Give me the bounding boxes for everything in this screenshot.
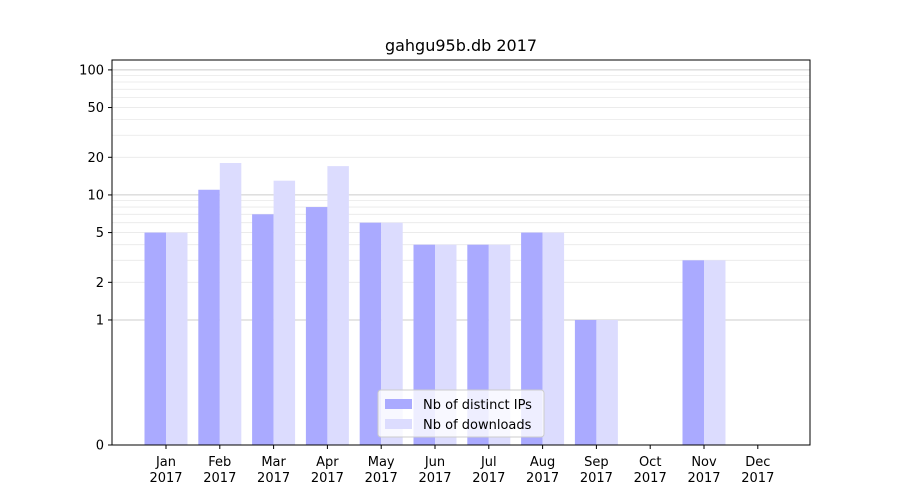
bar-distinct-ips <box>305 207 328 445</box>
plot-frame <box>111 59 811 446</box>
y-tick-label: 20 <box>87 151 104 166</box>
bar-downloads <box>542 232 565 445</box>
legend-label: Nb of downloads <box>423 418 532 433</box>
y-tick-label: 10 <box>87 188 104 203</box>
bar-downloads <box>704 260 726 445</box>
x-tick-label-year: 2017 <box>580 471 613 486</box>
x-tick-label-year: 2017 <box>526 471 559 486</box>
y-tick-label: 50 <box>87 101 104 116</box>
x-tick-label-year: 2017 <box>741 471 774 486</box>
bar-distinct-ips <box>574 319 597 445</box>
x-tick-label-year: 2017 <box>472 471 505 486</box>
bars <box>144 163 726 445</box>
x-tick-label-month: Sep <box>584 455 609 470</box>
bar-downloads <box>166 232 188 445</box>
bar-downloads <box>381 222 403 445</box>
x-tick-label-year: 2017 <box>634 471 667 486</box>
bar-downloads <box>596 319 618 445</box>
bar-distinct-ips <box>144 232 166 445</box>
x-axis: Jan2017Feb2017Mar2017Apr2017May2017Jun20… <box>149 445 774 486</box>
x-tick-label-month: Jun <box>424 455 445 470</box>
bar-distinct-ips <box>198 189 220 445</box>
legend: Nb of distinct IPs Nb of downloads <box>377 389 545 438</box>
x-tick-label-month: Dec <box>745 455 770 470</box>
x-tick-label-year: 2017 <box>311 471 344 486</box>
bar-downloads <box>273 180 296 445</box>
x-tick-label-month: Feb <box>208 455 231 470</box>
x-tick-label-month: May <box>368 455 395 470</box>
x-tick-label-year: 2017 <box>418 471 451 486</box>
y-tick-label: 5 <box>96 226 104 241</box>
x-tick-label-year: 2017 <box>365 471 398 486</box>
y-tick-label: 2 <box>96 276 104 291</box>
bar-distinct-ips <box>682 260 704 445</box>
x-tick-label-month: Oct <box>639 455 661 470</box>
x-tick-label-year: 2017 <box>687 471 720 486</box>
legend-label: Nb of distinct IPs <box>423 398 532 413</box>
bar-distinct-ips <box>359 222 382 445</box>
x-tick-label-year: 2017 <box>149 471 182 486</box>
legend-box <box>377 389 545 438</box>
x-tick-label-month: Nov <box>691 455 717 470</box>
y-tick-label: 100 <box>79 63 104 78</box>
x-tick-label-year: 2017 <box>203 471 236 486</box>
legend-swatch <box>385 399 412 409</box>
y-tick-label: 1 <box>96 313 104 328</box>
bar-downloads <box>219 163 242 445</box>
y-axis: 0 1 2 5 10 20 50 100 <box>79 63 112 454</box>
x-tick-label-month: Jan <box>155 455 176 470</box>
x-tick-label-month: Mar <box>261 455 286 470</box>
x-tick-label-month: Aug <box>530 455 555 470</box>
y-tick-label: 0 <box>96 439 104 454</box>
chart-title: gahgu95b.db 2017 <box>385 36 537 55</box>
x-tick-label-month: Apr <box>316 455 339 470</box>
x-tick-label-year: 2017 <box>257 471 290 486</box>
legend-swatch <box>385 419 412 429</box>
x-tick-label-month: Jul <box>480 455 497 470</box>
bar-downloads <box>327 166 349 445</box>
bar-distinct-ips <box>252 214 274 445</box>
